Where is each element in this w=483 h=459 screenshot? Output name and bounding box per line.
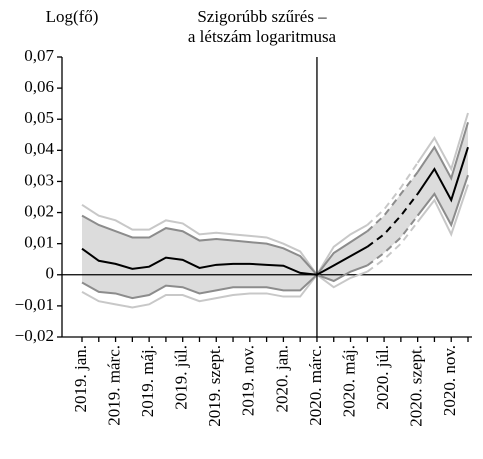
series-line <box>416 146 469 203</box>
series-line <box>81 214 368 277</box>
y-tick-label: 0,06 <box>24 77 54 96</box>
y-tick-label: 0,07 <box>24 46 54 65</box>
series-line <box>416 112 469 172</box>
x-tick-label: 2020. máj. <box>339 345 358 417</box>
y-tick-label: 0,02 <box>24 201 54 220</box>
series-line <box>366 171 419 232</box>
series-line <box>81 245 368 276</box>
x-tick-label: 2019. márc. <box>104 345 123 426</box>
x-tick-label: 2019. jan. <box>71 345 90 413</box>
y-tick-label: −0,01 <box>15 295 54 314</box>
x-tick-label: 2020. márc. <box>306 345 325 426</box>
chart-title: Szigorúbb szűrés – <box>197 7 327 26</box>
x-tick-label: 2019. szept. <box>205 345 224 427</box>
x-tick-label: 2019. júl. <box>172 345 191 410</box>
x-tick-label: 2020. nov. <box>440 345 459 416</box>
series-line <box>416 174 469 228</box>
x-tick-label: 2019. máj. <box>138 345 157 417</box>
x-tick-label: 2020. jan. <box>272 345 291 413</box>
y-tick-label: 0,03 <box>24 170 54 189</box>
y-tick-label: 0,05 <box>24 108 54 127</box>
x-tick-label: 2019. nov. <box>239 345 258 416</box>
series-line <box>416 122 469 181</box>
y-tick-label: 0,01 <box>24 233 54 252</box>
x-tick-label: 2020. júl. <box>373 345 392 410</box>
series-line <box>416 184 469 237</box>
chart-title: a létszám logaritmusa <box>188 27 337 46</box>
y-axis-label: Log(fő) <box>46 7 99 26</box>
y-tick-label: −0,02 <box>15 326 54 345</box>
y-tick-label: 0,04 <box>24 139 54 158</box>
series-line <box>366 162 419 226</box>
series-line <box>81 264 368 300</box>
x-tick-label: 2020. szept. <box>407 345 426 427</box>
confidence-band <box>82 122 468 299</box>
y-tick-label: 0 <box>46 264 55 283</box>
